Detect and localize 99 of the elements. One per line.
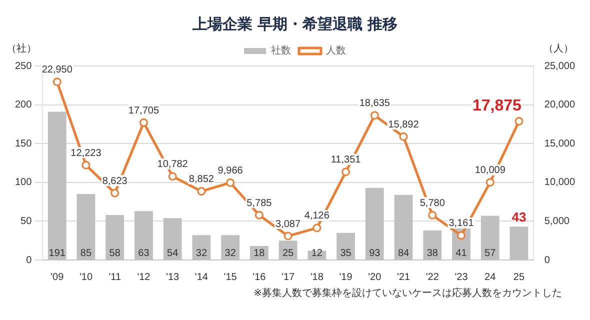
bar — [423, 230, 442, 260]
y-axis-title: （社） — [6, 42, 37, 55]
y-tick-label: 150 — [14, 138, 32, 150]
legend-label: 社数 — [271, 44, 291, 57]
data-label: 10,782 — [157, 159, 188, 170]
point — [197, 187, 206, 196]
bar — [134, 211, 153, 260]
data-label: 32 — [196, 248, 208, 259]
x-tick-label: '14 — [194, 272, 208, 283]
data-label: 22,950 — [42, 64, 73, 76]
chart-title: 上場企業 早期・希望退職 推移 — [191, 14, 398, 33]
data-label: 38 — [426, 248, 438, 259]
point — [370, 111, 379, 120]
point — [226, 178, 235, 187]
x-tick-label: '11 — [108, 272, 122, 283]
data-label: 3,161 — [448, 218, 474, 230]
point — [486, 178, 494, 187]
data-label: 32 — [224, 248, 236, 259]
x-tick-label: 24 — [484, 272, 496, 283]
data-label: 12 — [311, 248, 323, 259]
x-tick-label: '18 — [310, 272, 324, 283]
point — [139, 118, 148, 127]
x-tick-label: '20 — [368, 272, 382, 283]
data-label: 43 — [512, 210, 526, 225]
data-label: 18 — [254, 248, 266, 259]
data-label: 3,087 — [276, 218, 301, 230]
data-label: 57 — [484, 248, 496, 259]
point — [168, 172, 177, 181]
y-tick-label: 0 — [26, 254, 32, 266]
data-label: 15,892 — [388, 119, 420, 130]
x-tick-label: '22 — [426, 272, 440, 283]
x-tick-label: '16 — [252, 272, 266, 283]
data-label: 63 — [138, 248, 150, 259]
data-label: 58 — [109, 248, 121, 259]
data-label: 41 — [456, 248, 468, 259]
y-tick-label: 50 — [20, 216, 32, 227]
data-label: 18,635 — [359, 98, 390, 110]
point — [514, 117, 524, 126]
y2-tick-label: 0 — [544, 254, 550, 266]
data-label: 10,009 — [474, 165, 506, 176]
x-tick-label: '10 — [79, 272, 93, 283]
bar — [510, 226, 528, 260]
data-label: 84 — [398, 248, 410, 259]
x-tick-label: '19 — [339, 272, 353, 283]
y-tick-label: 100 — [14, 177, 32, 188]
point — [399, 132, 408, 141]
data-label: 8,852 — [188, 174, 214, 186]
bar — [106, 214, 124, 260]
y2-tick-label: 25,000 — [544, 60, 576, 72]
y2-tick-label: 10,000 — [544, 177, 576, 188]
point — [82, 160, 90, 170]
y-tick-label: 200 — [14, 100, 32, 111]
x-tick-label: 25 — [513, 272, 525, 283]
bar — [480, 216, 500, 260]
text: ※募集人数で募集枠を設けていないケースは応募人数をカウントした — [252, 286, 563, 300]
point — [457, 231, 466, 240]
data-label: 17,705 — [128, 105, 160, 116]
y2-tick-label: 20,000 — [544, 100, 576, 111]
data-label: 25 — [282, 248, 294, 259]
x-tick-label: '21 — [396, 272, 410, 283]
bar — [48, 112, 66, 260]
point — [312, 224, 322, 232]
bar — [221, 235, 240, 260]
point — [428, 210, 437, 220]
data-label: 85 — [80, 248, 92, 259]
y2-tick-label: 15,000 — [544, 138, 576, 150]
bar — [192, 235, 211, 260]
x-tick-label: '12 — [137, 272, 151, 283]
data-label: 11,351 — [330, 154, 362, 166]
data-label: 5,780 — [420, 198, 446, 209]
point — [254, 210, 264, 220]
legend-label: 人数 — [326, 46, 346, 57]
bar — [394, 194, 413, 260]
x-tick-label: '15 — [224, 272, 238, 283]
x-tick-label: '09 — [50, 272, 64, 283]
data-label: 191 — [48, 248, 66, 259]
data-label: 17,875 — [472, 98, 522, 115]
data-label: 4,126 — [304, 210, 330, 222]
point — [110, 188, 120, 198]
data-label: 9,966 — [218, 165, 244, 176]
bar — [163, 218, 182, 260]
x-tick-label: '13 — [166, 272, 180, 283]
point — [342, 168, 350, 176]
y2-axis-title: （人） — [543, 44, 574, 55]
data-label: 54 — [167, 248, 179, 259]
data-label: 5,785 — [246, 198, 272, 209]
point — [52, 78, 62, 86]
data-label: 93 — [369, 248, 381, 259]
bar — [365, 188, 384, 260]
y2-tick-label: 5,000 — [544, 216, 570, 227]
x-tick-label: '23 — [454, 272, 468, 283]
data-label: 8,623 — [102, 176, 128, 187]
bar — [336, 232, 355, 260]
data-label: 35 — [340, 248, 352, 259]
data-label: 12,223 — [70, 148, 102, 159]
bar — [76, 194, 96, 260]
point — [284, 232, 292, 240]
y-tick-label: 250 — [14, 60, 32, 72]
x-tick-label: '17 — [282, 272, 295, 283]
